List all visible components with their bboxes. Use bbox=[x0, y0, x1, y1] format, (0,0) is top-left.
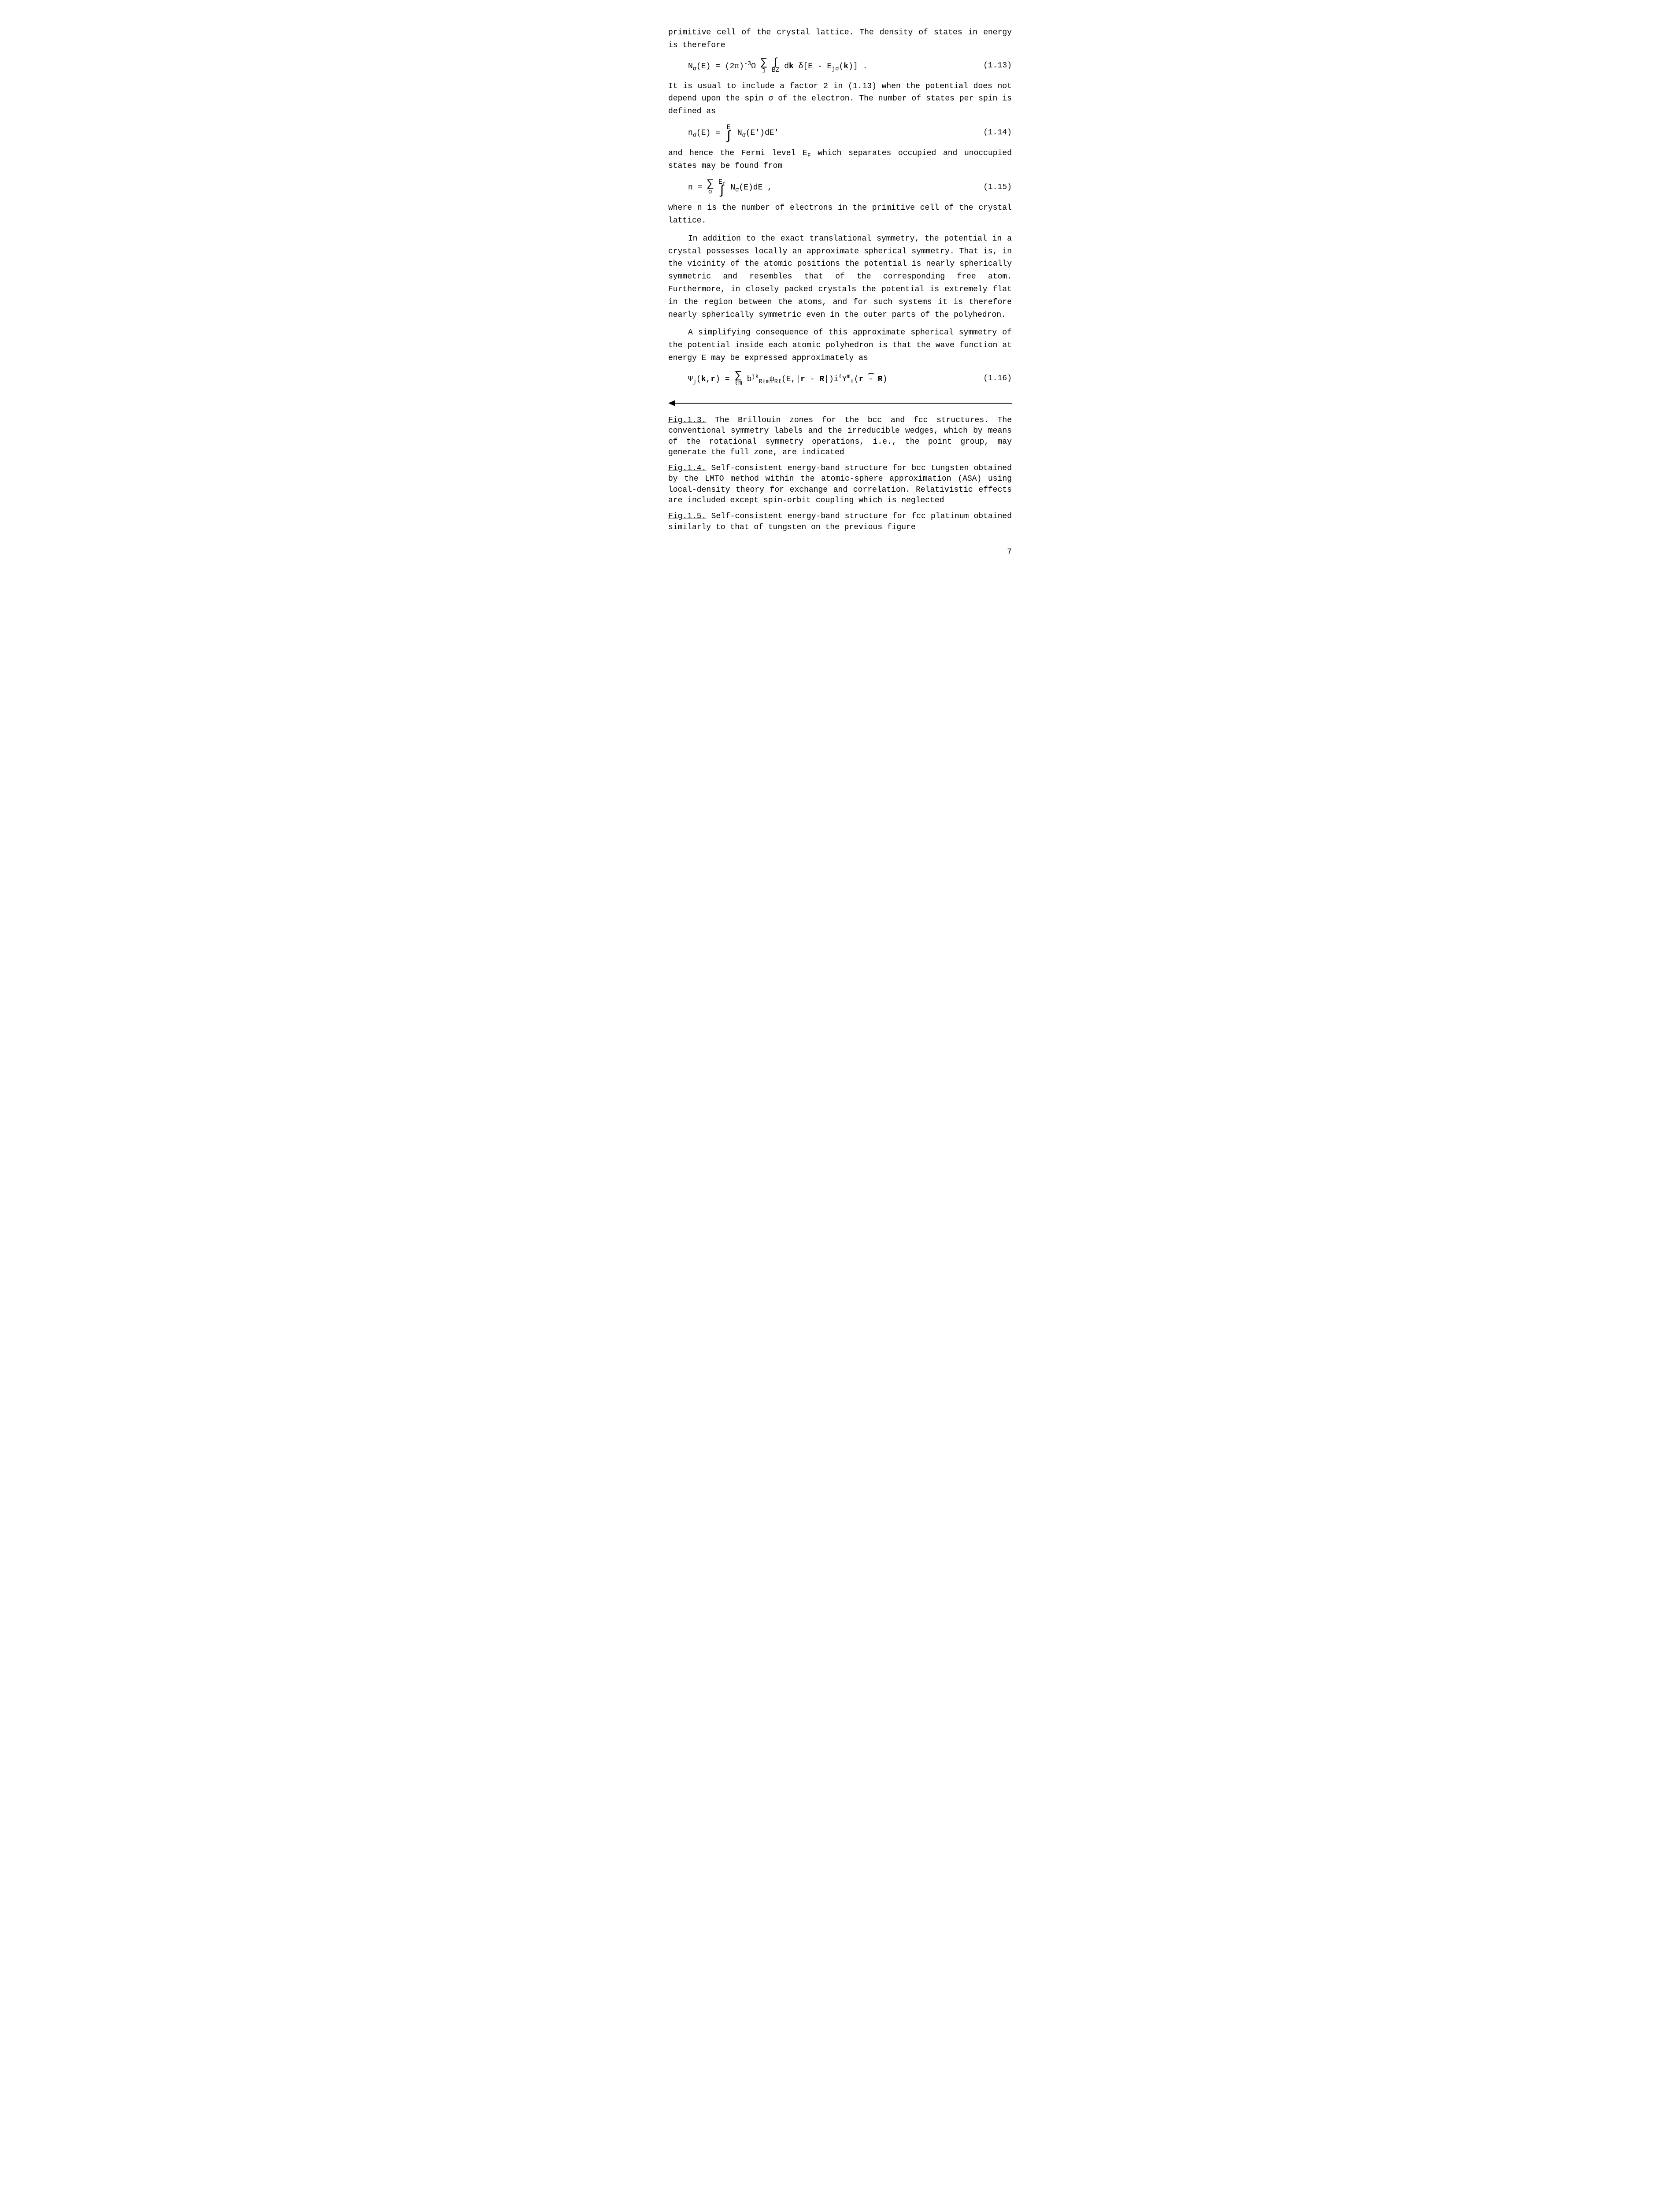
eq-sym: N bbox=[688, 62, 693, 70]
eq-sup: m bbox=[847, 374, 851, 380]
eq-sup: jk bbox=[751, 374, 759, 380]
eq-text: ) bbox=[883, 375, 888, 384]
equation-1-15: n = ∑ σ EF ∫ Nσ(E)dE , (1.15) bbox=[688, 179, 1012, 196]
text-run: and hence the Fermi level E bbox=[668, 149, 807, 158]
paragraph-4: where n is the number of electrons in th… bbox=[668, 202, 1012, 227]
eq-sub: Rℓ bbox=[774, 378, 781, 385]
eq-text: d bbox=[779, 62, 789, 70]
int-stack: E ∫ bbox=[725, 124, 733, 141]
eq-text: ( bbox=[854, 375, 859, 384]
eq-text: ( bbox=[696, 375, 701, 384]
paragraph-6: A simplifying consequence of this approx… bbox=[668, 326, 1012, 364]
eq-text: )] . bbox=[848, 62, 867, 70]
eq-vec: r bbox=[800, 375, 805, 384]
eq-sup: ℓ bbox=[839, 374, 842, 380]
eq-text: , bbox=[706, 375, 711, 384]
int-stack: ∫ BZ bbox=[772, 58, 779, 74]
eq-sub: σ bbox=[693, 133, 696, 139]
eq-text: (E) = bbox=[696, 129, 725, 137]
eq-1-16-number: (1.16) bbox=[983, 372, 1012, 385]
sum-symbol: ∑ bbox=[707, 179, 713, 189]
fig-1-4-caption: Fig.1.4. Self-consistent energy-band str… bbox=[668, 463, 1012, 506]
eq-sym: Ω bbox=[751, 62, 756, 70]
eq-vec: k bbox=[789, 62, 794, 70]
sum-bottom: ℓm bbox=[734, 380, 742, 387]
eq-1-15-number: (1.15) bbox=[983, 181, 1012, 194]
paragraph-5: In addition to the exact translational s… bbox=[668, 233, 1012, 322]
eq-vec: r bbox=[710, 375, 715, 384]
fig-1-3-caption: Fig.1.3. The Brillouin zones for the bcc… bbox=[668, 415, 1012, 458]
fig-label: Fig.1.5. bbox=[668, 512, 706, 521]
equation-1-13: Nσ(E) = (2π)-3Ω ∑ j ∫ BZ dk δ[E - Ejσ(k)… bbox=[688, 58, 1012, 74]
eq-text: ) = bbox=[715, 375, 734, 384]
arrow-divider bbox=[668, 400, 1012, 406]
sum-stack: ∑ j bbox=[761, 58, 767, 74]
eq-vec: k bbox=[844, 62, 848, 70]
divider-line bbox=[675, 403, 1012, 404]
eq-1-16-body: Ψj(k,r) = ∑ ℓm bjkRℓmψRℓ(E,|r - R|)iℓYmℓ… bbox=[688, 371, 887, 387]
eq-text: (E)dE , bbox=[739, 183, 772, 192]
int-symbol: ∫ bbox=[725, 131, 733, 141]
eq-1-14-number: (1.14) bbox=[983, 126, 1012, 139]
int-symbol: ∫ bbox=[718, 185, 725, 196]
equation-1-14: nσ(E) = E ∫ Nσ(E')dE' (1.14) bbox=[688, 124, 1012, 141]
arrow-left-icon bbox=[668, 400, 675, 406]
equation-1-16: Ψj(k,r) = ∑ ℓm bjkRℓmψRℓ(E,|r - R|)iℓYmℓ… bbox=[688, 371, 1012, 387]
eq-vec: k bbox=[701, 375, 706, 384]
fig-text: The Brillouin zones for the bcc and fcc … bbox=[668, 416, 1012, 457]
int-symbol: ∫ bbox=[772, 58, 779, 68]
eq-1-13-number: (1.13) bbox=[983, 59, 1012, 72]
eq-text: (E')dE' bbox=[746, 129, 779, 137]
eq-sub: jσ bbox=[832, 66, 839, 72]
eq-sym: n bbox=[688, 129, 693, 137]
eq-sup-text: jk bbox=[751, 374, 759, 380]
fig-label: Fig.1.3. bbox=[668, 416, 706, 425]
eq-sym: N bbox=[733, 129, 742, 137]
paragraph-2: It is usual to include a factor 2 in (1.… bbox=[668, 80, 1012, 118]
paragraph-1: primitive cell of the crystal lattice. T… bbox=[668, 26, 1012, 52]
eq-sym: ψ bbox=[770, 375, 774, 384]
eq-vec: R bbox=[819, 375, 824, 384]
hat-group: ⌢r - R bbox=[859, 375, 883, 384]
eq-text: n = bbox=[688, 183, 707, 192]
eq-text: δ[E - E bbox=[794, 62, 832, 70]
eq-sym: Y bbox=[842, 375, 847, 384]
fig-text: Self-consistent energy-band structure fo… bbox=[668, 464, 1012, 505]
fig-text: Self-consistent energy-band structure fo… bbox=[668, 512, 1012, 531]
eq-sym: b bbox=[742, 375, 752, 384]
eq-sym: Ψ bbox=[688, 375, 693, 384]
eq-1-13-body: Nσ(E) = (2π)-3Ω ∑ j ∫ BZ dk δ[E - Ejσ(k)… bbox=[688, 58, 867, 74]
eq-sub: ℓ bbox=[851, 378, 854, 385]
hat-icon: ⌢ bbox=[859, 365, 883, 382]
sum-symbol: ∑ bbox=[734, 371, 742, 381]
eq-1-14-body: nσ(E) = E ∫ Nσ(E')dE' bbox=[688, 124, 779, 141]
sum-stack: ∑ ℓm bbox=[734, 371, 742, 387]
fig-1-5-caption: Fig.1.5. Self-consistent energy-band str… bbox=[668, 511, 1012, 533]
eq-text: - bbox=[805, 375, 819, 384]
int-bottom: BZ bbox=[772, 67, 779, 74]
eq-sub: σ bbox=[742, 133, 746, 139]
sum-stack: ∑ σ bbox=[707, 179, 713, 195]
int-stack: EF ∫ bbox=[718, 179, 725, 196]
fig-label: Fig.1.4. bbox=[668, 464, 706, 473]
paragraph-3: and hence the Fermi level EF which separ… bbox=[668, 147, 1012, 173]
eq-sup: -3 bbox=[744, 60, 751, 67]
eq-sym: N bbox=[726, 183, 736, 192]
eq-text: (E) = (2π) bbox=[696, 62, 744, 70]
eq-1-15-body: n = ∑ σ EF ∫ Nσ(E)dE , bbox=[688, 179, 772, 196]
eq-text: (E,| bbox=[781, 375, 800, 384]
text-sub: F bbox=[807, 153, 811, 159]
sum-symbol: ∑ bbox=[761, 58, 767, 68]
eq-sub: j bbox=[693, 378, 696, 385]
page-number: 7 bbox=[668, 546, 1012, 559]
eq-sub: Rℓm bbox=[759, 378, 770, 385]
eq-sub: σ bbox=[693, 66, 696, 72]
eq-text: |)i bbox=[824, 375, 838, 384]
